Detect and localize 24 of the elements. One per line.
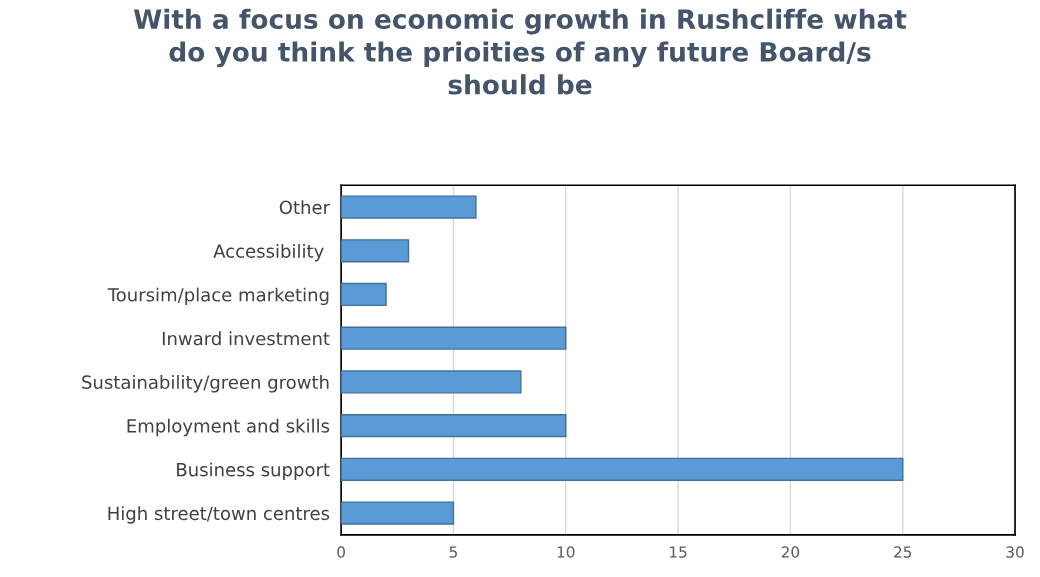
bar	[341, 501, 455, 525]
bar	[341, 370, 522, 394]
x-tick-label: 15	[670, 546, 687, 558]
y-tick-label: Other	[279, 200, 331, 215]
y-tick-label: Inward investment	[162, 331, 330, 346]
bar	[341, 239, 410, 263]
bar	[341, 195, 477, 219]
x-tick-label: 5	[449, 546, 457, 558]
y-tick-label: Business support	[177, 462, 330, 480]
x-tick-label: 10	[557, 546, 575, 558]
x-tick-label: 0	[337, 546, 345, 558]
y-tick-label: High street/town centres	[108, 506, 330, 524]
bar	[341, 282, 387, 307]
x-tick-label: 20	[781, 546, 800, 558]
y-tick-label: Accessibility	[213, 243, 324, 262]
y-tick-label: Employment and skills	[127, 418, 330, 437]
y-tick-label: Sustainability/green growth	[82, 375, 329, 393]
bar	[341, 413, 567, 438]
x-tick-label: 25	[894, 546, 912, 558]
bar	[341, 326, 567, 350]
bar	[341, 457, 904, 481]
x-tick-label: 30	[1006, 546, 1024, 558]
chart-title: With a focus on economic growth in Rushcliffe what do you think the prioities of any future Board/s should be	[133, 8, 907, 95]
y-tick-label: Toursim/place marketing	[107, 287, 329, 306]
